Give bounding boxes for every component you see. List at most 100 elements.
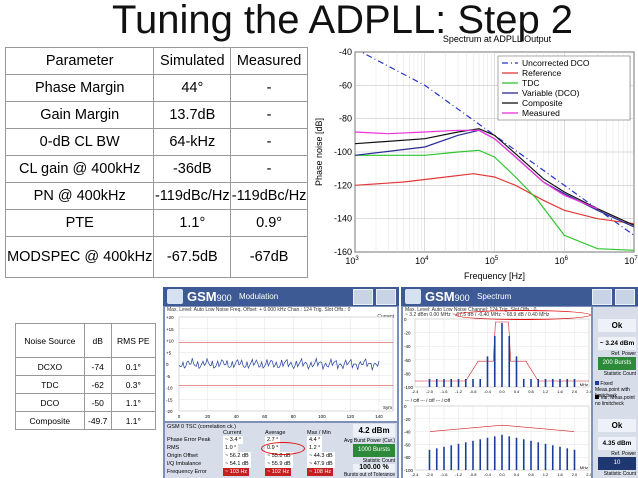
noise-header: Noise Source — [15, 323, 85, 358]
mod-y-tick: +5 — [166, 350, 172, 355]
spectrum-y-tick: -60 — [404, 358, 411, 363]
spectrum-y-tick: -40 — [404, 344, 411, 349]
spectrum-x-tick: -2.0 — [426, 472, 434, 477]
params-table: Parameter Simulated Measured Phase Margi… — [4, 47, 308, 278]
param-meas: - — [230, 74, 308, 102]
mod-row-label: RMS — [167, 445, 180, 451]
chart-legend — [497, 55, 631, 121]
spectrum-x-tick: 1.6 — [557, 389, 563, 394]
spectrum-x-tick: 0.4 — [514, 389, 520, 394]
spectrum-x-tick: 1.2 — [543, 389, 549, 394]
legend-entry: Reference — [522, 68, 561, 78]
mod-x-tick: 100 — [318, 414, 326, 419]
mod-row-label: Frequency Error — [167, 469, 207, 475]
legend-entry: Variable (DCO) — [522, 88, 580, 98]
noise-source: TDC — [15, 375, 85, 394]
spectrum-x-tick: 2.4 — [586, 472, 591, 477]
menu-button[interactable] — [615, 289, 635, 305]
param-name: MODSPEC @ 400kHz — [4, 236, 155, 278]
mod-y-tick: -5 — [166, 374, 170, 379]
noise-source: DCXO — [15, 357, 85, 376]
noise-rms: 1.1° — [110, 393, 157, 412]
param-name: Phase Margin — [4, 74, 155, 102]
params-header: Parameter — [4, 47, 155, 75]
help-button[interactable] — [592, 289, 612, 305]
spectrum-x-tick: -1.2 — [455, 472, 463, 477]
legend-entry: Measured — [522, 108, 560, 118]
avg-burst-power-label: Avg Burst Power (Cur.) — [343, 438, 395, 444]
spectrum-y-tick: -40 — [404, 430, 411, 435]
params-header: Simulated — [153, 47, 232, 75]
spectrum-y-tick: 0 — [404, 404, 407, 409]
table-row: CL gain @ 400kHz -36dB - — [4, 155, 308, 183]
y-tick-label: -40 — [339, 47, 352, 57]
noise-rms: 0.3° — [110, 375, 157, 394]
modulation-screen: GSM900 Modulation Max. Level: Auto Low N… — [163, 287, 399, 478]
spectrum-y-tick: -80 — [404, 371, 411, 376]
table-row: Composite -49.7 1.1° — [15, 411, 157, 430]
noise-db: -62 — [83, 375, 112, 394]
y-tick-label: -100 — [334, 147, 352, 157]
spectrum-x-tick: 1.6 — [557, 472, 563, 477]
param-name: Gain Margin — [4, 101, 155, 129]
spectrum-y-tick: -20 — [404, 417, 411, 422]
spectrum-x-tick: 1.2 — [543, 472, 549, 477]
phase-error-trace — [178, 357, 380, 371]
mod-row-value: 1.2 ° — [307, 444, 323, 452]
mod-row-value: ~ 55.8 dB — [265, 452, 293, 460]
legend-fixed: Fixed Meas.point with limitcheck — [595, 381, 630, 399]
noise-header: RMS PE — [110, 323, 157, 358]
mod-x-tick: 120 — [347, 414, 355, 419]
x-tick-label: 106 — [555, 256, 569, 266]
modulation-results: GSM 0 TSC (correlation ck.) Current Avera… — [165, 423, 397, 478]
y-tick-label: -80 — [339, 114, 352, 124]
mod-tab-label[interactable]: GSM 0 TSC (correlation ck.) — [167, 424, 236, 430]
rs-logo-icon — [405, 289, 421, 304]
legend-entry: TDC — [522, 78, 539, 88]
legend-entry: Composite — [522, 98, 563, 108]
mod-y-tick: -15 — [166, 397, 173, 402]
param-name: PTE — [4, 209, 155, 237]
ref-power-label: Ref. Power — [611, 351, 636, 357]
ok-status: Ok — [598, 319, 636, 332]
ok-status-2: Ok — [598, 419, 636, 432]
y-tick-label: -120 — [334, 180, 352, 190]
series-line — [355, 149, 634, 251]
mode-label: Spectrum — [477, 292, 512, 301]
spectrum-y-tick: 0 — [404, 318, 407, 322]
mod-row-value: ~ 56.2 dB — [223, 452, 251, 460]
header-buttons — [592, 289, 635, 305]
help-button[interactable] — [353, 289, 373, 305]
mod-row-value: ~ 102 Hz — [265, 468, 292, 476]
y-tick-label: -160 — [334, 247, 352, 257]
mod-x-tick: 40 — [234, 414, 240, 419]
count-button-2[interactable]: 10 — [598, 457, 636, 470]
modulation-header: GSM900 Modulation — [163, 287, 399, 306]
mod-row-value: ~ 55.9 dB — [265, 460, 293, 468]
statistic-count-button[interactable]: 1000 Bursts — [353, 444, 395, 457]
series-line — [355, 128, 634, 226]
spectrum-x-tick: -0.4 — [484, 389, 492, 394]
chart-title: Spectrum at ADPLL Output — [443, 34, 552, 44]
bursts-button[interactable]: 200 Bursts — [598, 357, 636, 370]
table-row: DCO -50 1.1° — [15, 393, 157, 412]
table-row: MODSPEC @ 400kHz -67.5dB -67dB — [4, 236, 308, 278]
mod-row-value: 4.4 ° — [307, 436, 323, 444]
mod-row-value: 1.0 ° — [223, 444, 239, 452]
out-of-tolerance: 100.00 % — [353, 464, 395, 472]
header-buttons — [353, 289, 396, 305]
avg-burst-power: 4.2 dBm — [353, 424, 395, 437]
out-of-tolerance-label: Bursts out of Tolerance — [343, 472, 395, 478]
noise-db: -50 — [83, 393, 112, 412]
y-tick-label: -60 — [339, 80, 352, 90]
mod-top-line: Max. Level: Auto Low Noise Freq. Offset:… — [167, 307, 351, 313]
gsm-label: GSM900 — [187, 289, 232, 304]
spectrum-x-tick: 0.8 — [528, 472, 534, 477]
param-sim: 1.1° — [153, 209, 232, 237]
mode-label: Modulation — [239, 292, 279, 301]
spectrum-x-tick: 0.8 — [528, 389, 534, 394]
mod-row-value: ~ 103 Hz — [223, 468, 250, 476]
mod-row-value: ~ 108 Hz — [307, 468, 334, 476]
menu-button[interactable] — [376, 289, 396, 305]
table-row: DCXO -74 0.1° — [15, 357, 157, 376]
